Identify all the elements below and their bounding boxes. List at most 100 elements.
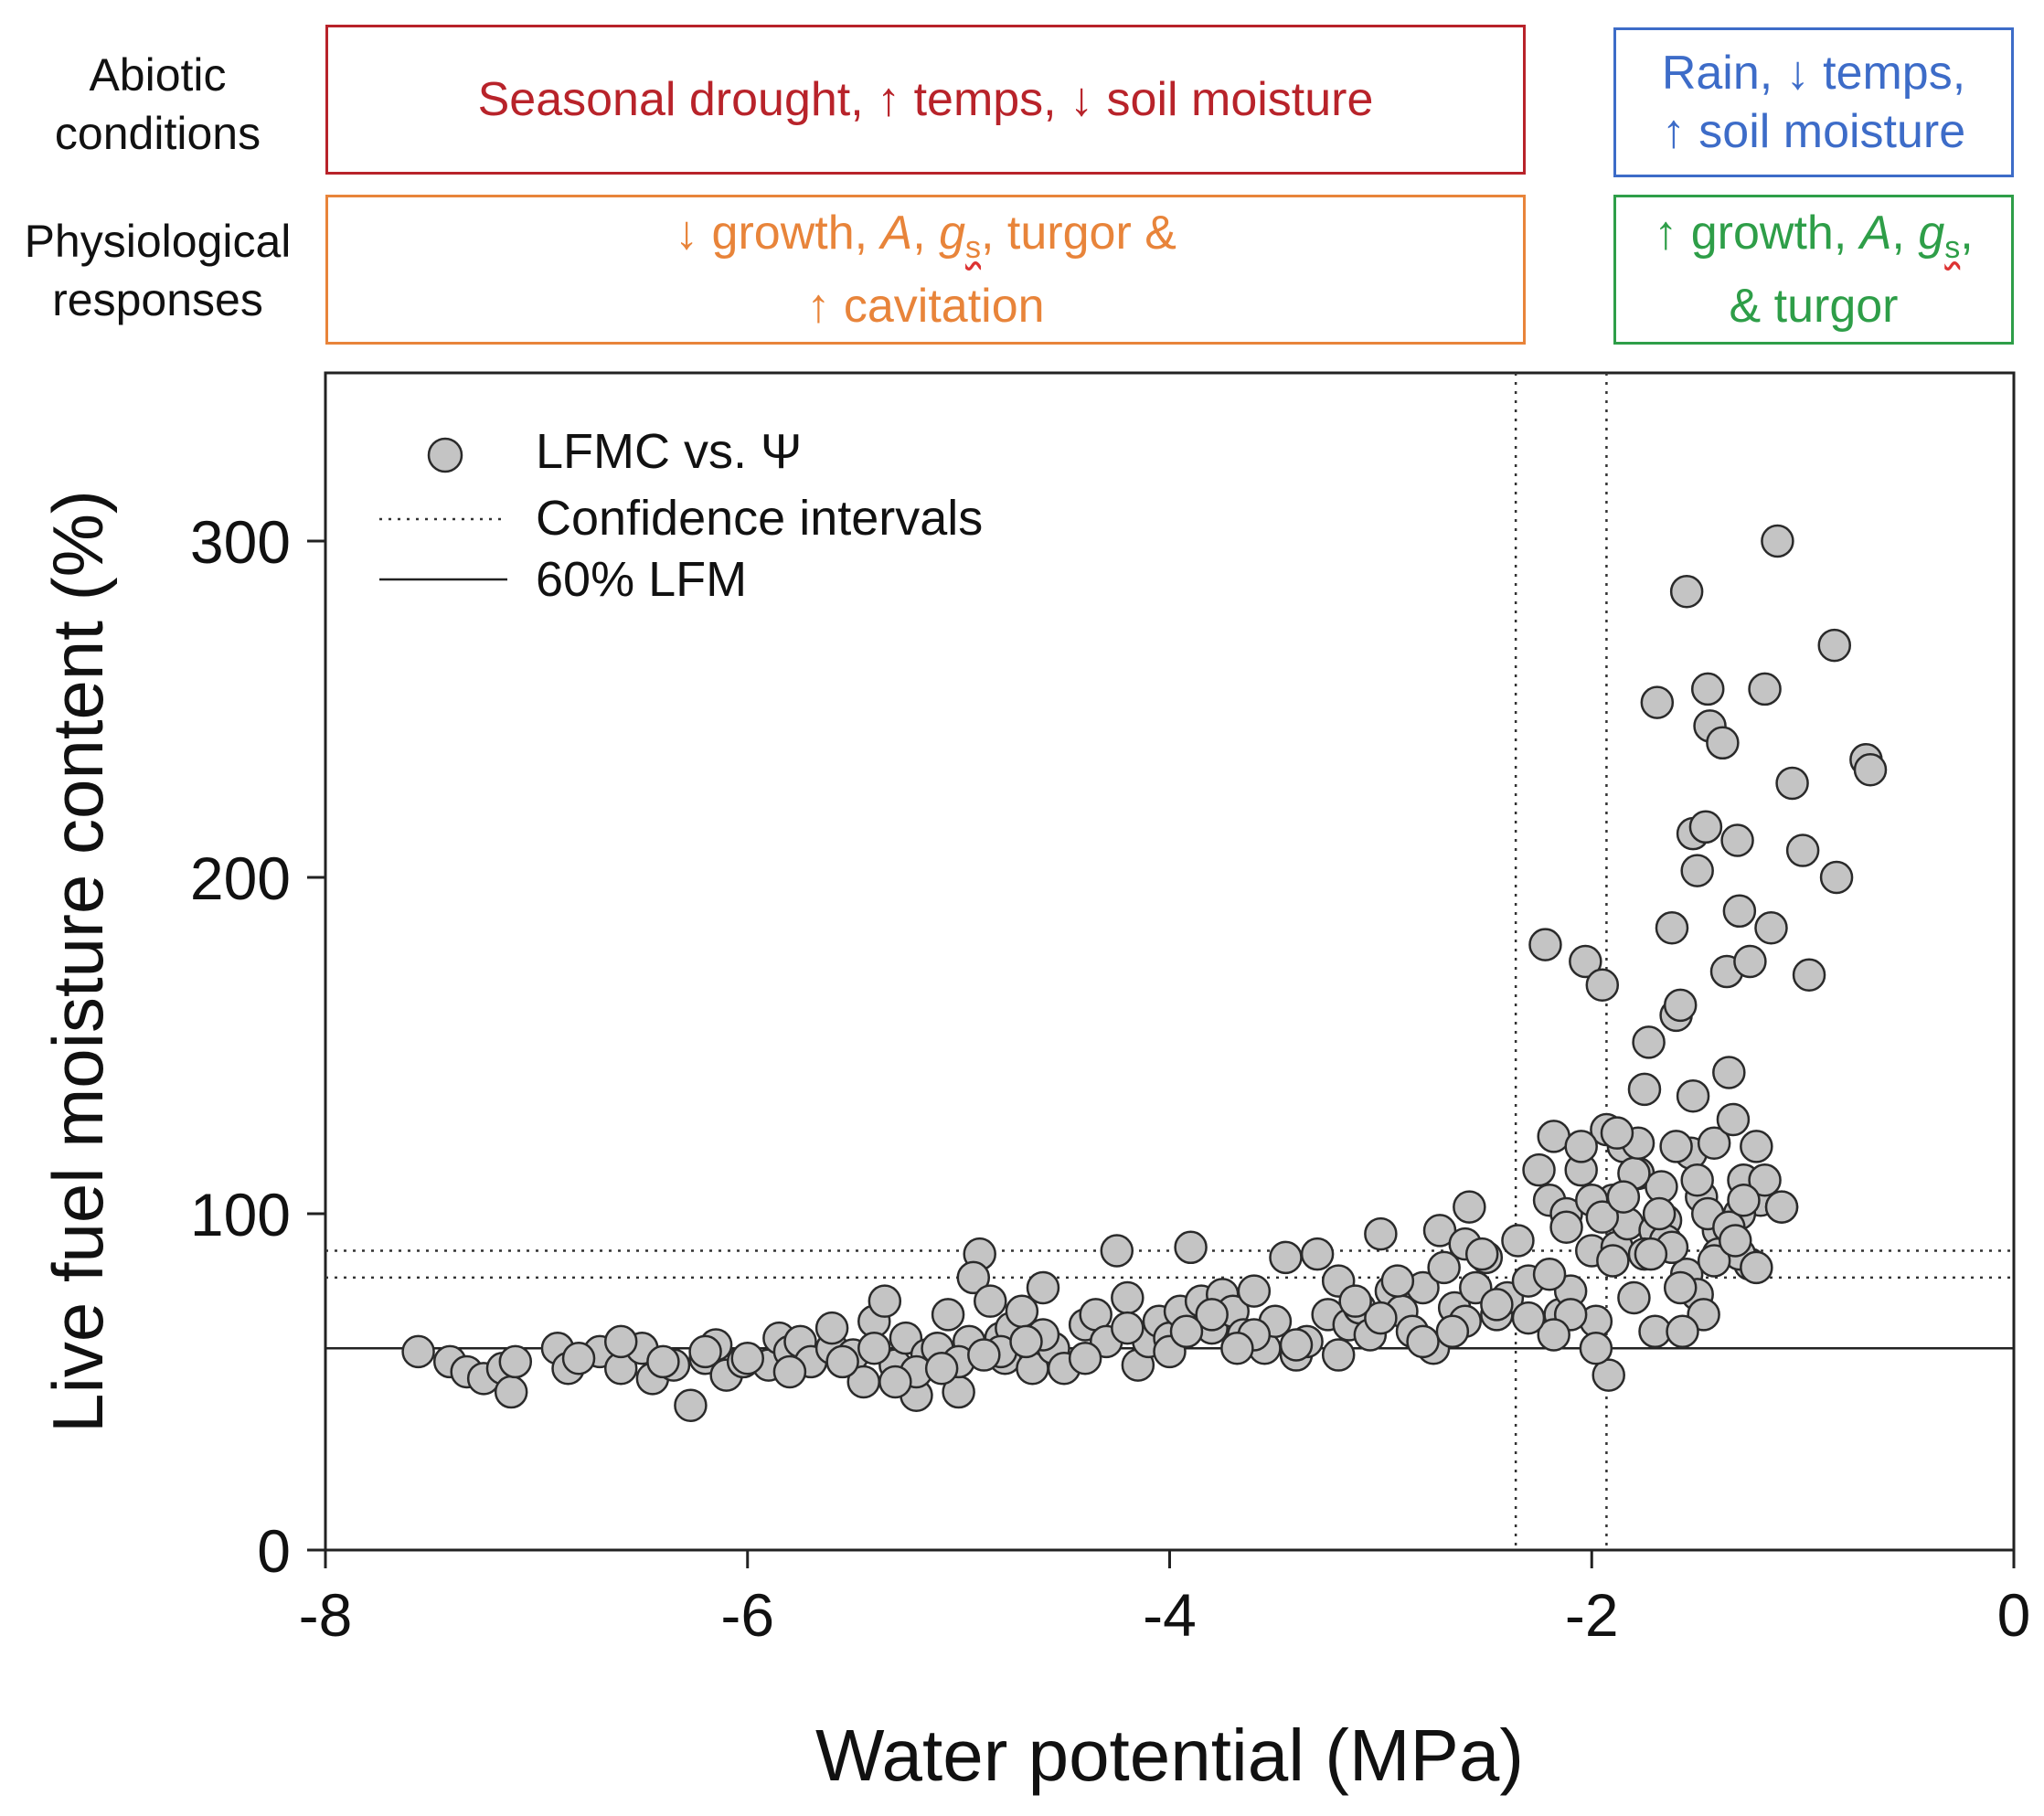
y-tick-label: 300 (190, 508, 291, 576)
data-point (1740, 1250, 1773, 1285)
data-point (1592, 1358, 1625, 1392)
data-point (1169, 1314, 1204, 1349)
data-point (1279, 1328, 1314, 1362)
x-axis-title: Water potential (MPa) (815, 1715, 1524, 1796)
data-point (1338, 1284, 1372, 1318)
data-point (1237, 1274, 1272, 1308)
data-point (1511, 1301, 1546, 1335)
data-point (1727, 1184, 1761, 1217)
x-tick-label: -8 (299, 1581, 353, 1649)
data-point (1740, 1130, 1773, 1163)
drought-physio-growth: ↓ growth, (675, 207, 881, 260)
data-point (1068, 1341, 1102, 1375)
data-point (1697, 1126, 1731, 1160)
data-point (1764, 1190, 1799, 1224)
rain-physio-line1: ↑ growth, A, gs, (1654, 204, 1973, 277)
data-point (1522, 1152, 1556, 1187)
data-point (1617, 1280, 1651, 1315)
x-tick-label: -4 (1143, 1581, 1197, 1649)
data-point (1680, 1163, 1714, 1197)
data-point (967, 1338, 1001, 1372)
data-point (1111, 1311, 1144, 1345)
data-point (1690, 672, 1725, 706)
rain-physio-line2: & turgor (1729, 280, 1899, 333)
rain-physio-box: ↑ growth, A, gs, & turgor (1613, 195, 2014, 345)
data-point (772, 1354, 807, 1389)
data-point (1712, 1056, 1746, 1089)
rain-physio-comma: , (1960, 207, 1974, 260)
data-point (1676, 1078, 1710, 1113)
data-point (1680, 854, 1714, 887)
data-point (1659, 1130, 1693, 1163)
data-point (1569, 944, 1602, 979)
data-point (1195, 1298, 1229, 1332)
data-point (561, 1341, 596, 1375)
data-point (1697, 1244, 1731, 1278)
data-point (1819, 860, 1854, 895)
rain-abiotic-line2: ↑ soil moisture (1661, 105, 1966, 158)
data-point (1406, 1324, 1440, 1359)
data-point (730, 1341, 764, 1375)
rain-physio-A: A (1859, 207, 1892, 260)
data-point (1585, 1200, 1620, 1234)
data-point (1748, 1163, 1782, 1197)
data-point (814, 1311, 849, 1345)
data-point (498, 1344, 533, 1379)
data-point (1720, 823, 1754, 857)
rain-abiotic-line1: Rain, ↓ temps, (1661, 47, 1966, 100)
data-point (1435, 1314, 1470, 1349)
data-point (1532, 1257, 1567, 1291)
data-point (1427, 1250, 1461, 1285)
data-point (1501, 1224, 1535, 1258)
data-point (1853, 752, 1888, 787)
data-point (494, 1375, 528, 1409)
drought-abiotic-text: Seasonal drought, ↑ temps, ↓ soil moistu… (477, 73, 1374, 126)
drought-physio-line1: ↓ growth, A, gs, turgor & (675, 204, 1176, 277)
data-point (1775, 766, 1809, 801)
data-point (1579, 1331, 1613, 1365)
data-point (1748, 672, 1782, 706)
data-point (924, 1352, 959, 1386)
data-point (1663, 1270, 1698, 1305)
legend-label-ci: Confidence intervals (536, 491, 983, 546)
data-point (1480, 1288, 1514, 1322)
data-point (956, 1260, 991, 1295)
drought-physio-A: A (880, 207, 913, 260)
data-point (1761, 524, 1794, 558)
y-tick-label: 0 (257, 1517, 291, 1585)
abiotic-conditions-label: Abiotic conditions (0, 46, 315, 163)
data-point (1026, 1270, 1060, 1305)
drought-physio-s: s (965, 230, 982, 265)
y-tick-label: 100 (190, 1181, 291, 1248)
physiological-responses-label: Physiological responses (0, 212, 315, 329)
data-point (1688, 810, 1723, 844)
data-point (1792, 958, 1826, 992)
y-tick-label: 200 (190, 844, 291, 912)
data-point (1754, 910, 1788, 945)
data-point (1380, 1264, 1415, 1298)
data-point (1174, 1230, 1208, 1265)
legend-label-points: LFMC vs. Ψ (536, 424, 802, 479)
abiotic-label-line2: conditions (54, 108, 261, 159)
data-point (674, 1388, 708, 1423)
physio-label-line2: responses (52, 274, 263, 325)
data-point (1706, 726, 1740, 760)
data-point (1537, 1318, 1570, 1352)
data-point (1364, 1301, 1398, 1335)
legend-marker-point (427, 437, 463, 473)
data-point (1453, 1190, 1486, 1224)
data-point (1300, 1237, 1335, 1271)
rain-physio-g: g (1918, 207, 1945, 260)
data-point (1321, 1338, 1356, 1372)
data-point (1663, 988, 1698, 1023)
data-point (1596, 1244, 1630, 1278)
data-point (688, 1334, 722, 1369)
x-tick-label: 0 (1997, 1581, 2031, 1649)
data-point (603, 1324, 638, 1359)
data-point (1627, 1072, 1662, 1107)
rain-physio-growth: ↑ growth, (1654, 207, 1860, 260)
data-point (1785, 834, 1820, 867)
data-point (1669, 574, 1704, 609)
x-tick-label: -6 (720, 1581, 774, 1649)
